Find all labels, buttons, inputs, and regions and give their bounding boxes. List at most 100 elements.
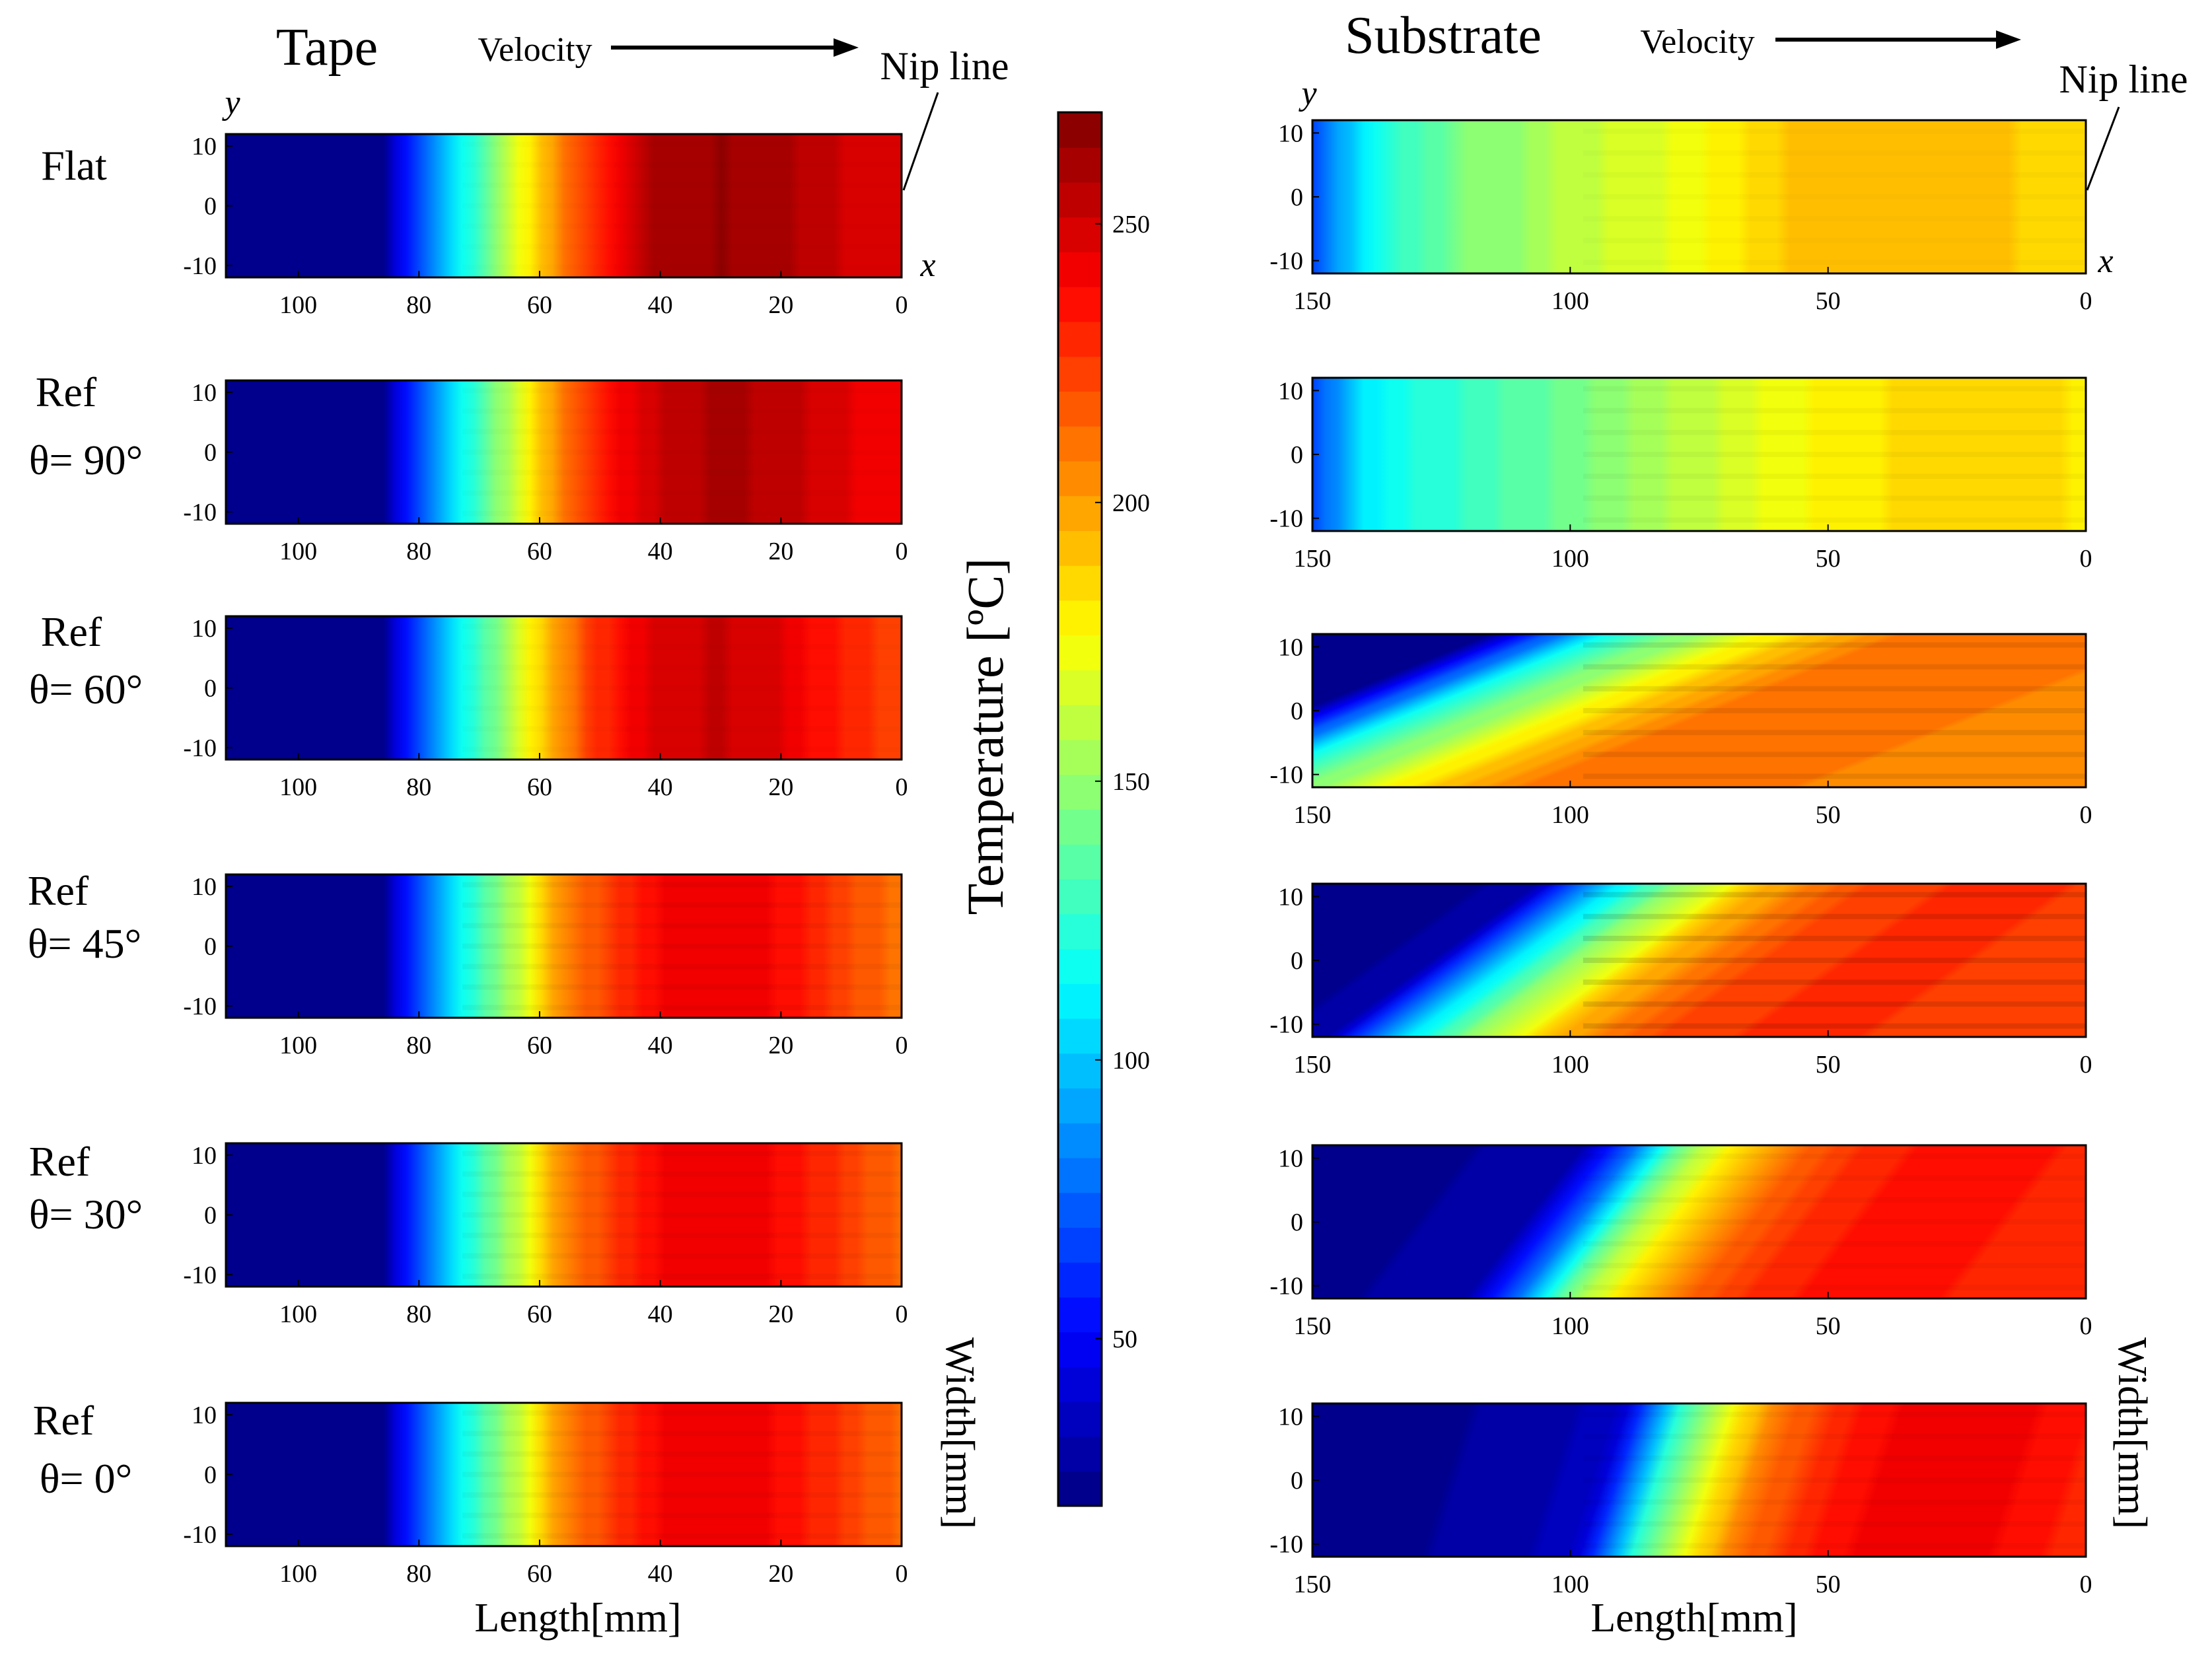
contour-band xyxy=(462,645,902,650)
y-tick-label: -10 xyxy=(183,993,217,1020)
contour-band xyxy=(1583,752,2086,758)
colorbar-level xyxy=(1058,112,1102,148)
x-tick-label: 100 xyxy=(1552,1312,1589,1340)
heatmap-fill xyxy=(226,1403,902,1546)
colorbar-tick-label: 100 xyxy=(1112,1047,1150,1075)
row-label-line1: Ref xyxy=(41,608,102,655)
x-tick-label: 60 xyxy=(527,773,552,801)
contour-band xyxy=(462,1192,902,1197)
colorbar-level xyxy=(1058,1018,1102,1054)
colorbar-level xyxy=(1058,1088,1102,1123)
colorbar-level xyxy=(1058,391,1102,427)
colorbar-level xyxy=(1058,147,1102,183)
colorbar-level xyxy=(1058,1401,1102,1437)
x-tick-label: 0 xyxy=(896,1300,908,1328)
x-tick-label: 100 xyxy=(1552,287,1589,315)
contour-band xyxy=(462,388,902,394)
y-tick-label: 0 xyxy=(204,439,217,467)
contour-band xyxy=(462,1172,902,1177)
y-tick-label: -10 xyxy=(1269,1531,1303,1559)
contour-band xyxy=(1583,979,2086,985)
y-tick-label: 0 xyxy=(1291,1209,1303,1236)
colorbar-frame xyxy=(1057,111,1103,1507)
x-tick-label: 100 xyxy=(279,1032,317,1059)
heatmap-fill xyxy=(226,874,902,1018)
colorbar-level xyxy=(1058,843,1102,880)
y-tick-label: 0 xyxy=(204,675,217,703)
colorbar-tick-label: 50 xyxy=(1112,1326,1137,1353)
row-label-line2: θ= 0° xyxy=(40,1455,132,1502)
contour-band xyxy=(462,1493,902,1498)
x-tick-label: 20 xyxy=(768,1560,793,1588)
y-tick-label: 10 xyxy=(1278,120,1303,147)
colorbar-tick-label: 150 xyxy=(1112,768,1150,796)
contour-band xyxy=(462,470,902,476)
contour-band xyxy=(1583,260,2086,265)
contour-band xyxy=(462,429,902,435)
x-tick-label: 60 xyxy=(527,1300,552,1328)
x-tick-label: 40 xyxy=(648,773,673,801)
contour-band xyxy=(1583,1499,2086,1505)
contour-band xyxy=(1583,1285,2086,1290)
contour-band xyxy=(1583,935,2086,941)
colorbar-level xyxy=(1058,495,1102,531)
substrate-y-axis-label: Width[mm] xyxy=(2110,1337,2155,1529)
x-tick-label: 50 xyxy=(1816,545,1841,573)
x-tick-label: 40 xyxy=(648,291,673,319)
colorbar-level xyxy=(1058,460,1102,497)
contour-band xyxy=(462,409,902,414)
x-tick-label: 0 xyxy=(896,1560,908,1588)
tape-velocity-arrowhead xyxy=(834,38,859,57)
contour-band xyxy=(1583,194,2086,199)
contour-band xyxy=(462,1233,902,1238)
y-tick-label: 0 xyxy=(1291,441,1303,469)
contour-band xyxy=(462,1151,902,1156)
heatmap-field xyxy=(226,134,902,277)
colorbar-level xyxy=(1058,1122,1102,1158)
colorbar-level xyxy=(1058,635,1102,670)
row-label-line2: θ= 60° xyxy=(29,666,143,713)
substrate-panel-title: Substrate xyxy=(1345,7,1542,65)
colorbar-level xyxy=(1058,530,1102,566)
contour-band xyxy=(1583,1154,2086,1159)
heatmap-field xyxy=(1312,1145,2086,1298)
y-tick-label: 0 xyxy=(1291,697,1303,725)
row-label-line2: θ= 30° xyxy=(29,1191,143,1238)
tape-velocity-label: Velocity xyxy=(478,31,592,69)
contour-band xyxy=(1583,1197,2086,1203)
x-tick-label: 100 xyxy=(279,773,317,801)
contour-band xyxy=(1583,517,2086,522)
colorbar-level xyxy=(1058,809,1102,845)
x-tick-label: 40 xyxy=(648,1032,673,1059)
heatmap-field xyxy=(1312,1403,2086,1557)
y-tick-label: -10 xyxy=(1269,505,1303,533)
x-tick-label: 50 xyxy=(1816,287,1841,315)
row-label-ref-30: Ref θ= 30° xyxy=(29,1138,143,1238)
contour-band xyxy=(462,747,902,752)
contour-band xyxy=(462,203,902,209)
heatmap-fill xyxy=(1312,378,2086,531)
contour-band xyxy=(462,1411,902,1416)
x-tick-label: 100 xyxy=(1552,1051,1589,1079)
row-label-line1: Ref xyxy=(36,369,97,415)
contour-band xyxy=(462,1213,902,1218)
x-tick-label: 100 xyxy=(279,1300,317,1328)
y-tick-label: -10 xyxy=(183,1261,217,1289)
contour-band xyxy=(462,491,902,496)
x-tick-label: 40 xyxy=(648,1560,673,1588)
substrate-y-variable: y xyxy=(1298,75,1317,112)
contour-band xyxy=(1583,1477,2086,1483)
row-label-line2: θ= 45° xyxy=(28,920,141,967)
y-tick-label: 10 xyxy=(192,615,217,643)
colorbar-level xyxy=(1058,948,1102,984)
heatmap-fill xyxy=(1312,884,2086,1037)
colorbar-tick-label: 250 xyxy=(1112,211,1150,238)
contour-band xyxy=(1583,664,2086,670)
contour-band xyxy=(462,624,902,629)
contour-band xyxy=(1583,730,2086,736)
tape-y-axis-label: Width[mm] xyxy=(937,1337,982,1529)
colorbar-tick-label: 200 xyxy=(1112,489,1150,517)
contour-band xyxy=(462,727,902,732)
